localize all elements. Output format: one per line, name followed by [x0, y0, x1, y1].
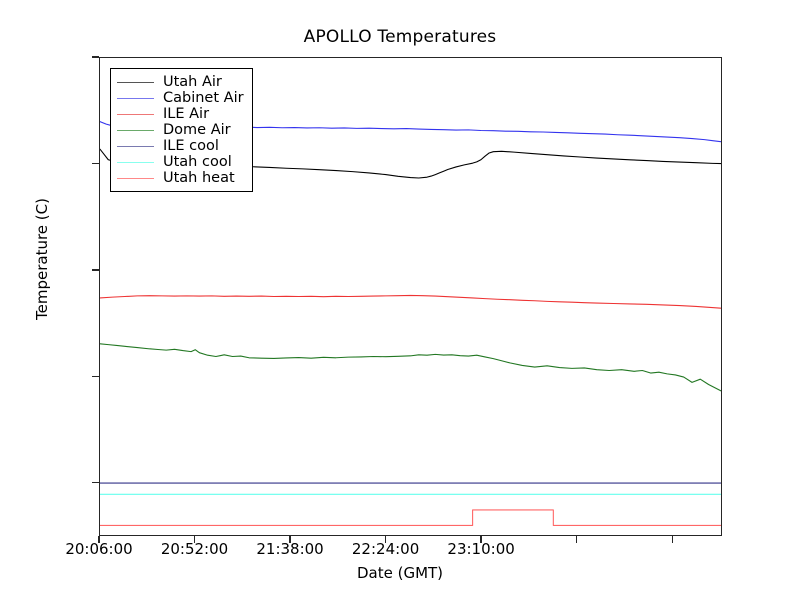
legend-color-swatch [117, 129, 154, 131]
x-tick-label: 21:38:00 [256, 540, 324, 558]
series-line [100, 510, 721, 525]
x-tick-mark [384, 536, 387, 543]
legend-item-label: Utah Air [163, 74, 222, 90]
legend-item[interactable]: Utah heat [117, 170, 244, 186]
y-tick-mark [92, 482, 99, 484]
x-tick-mark [98, 536, 100, 543]
legend-item[interactable]: ILE cool [117, 138, 244, 154]
y-tick-mark [92, 56, 99, 58]
x-axis-label: Date (GMT) [356, 564, 444, 582]
x-tick-label: 22:24:00 [351, 540, 420, 558]
series-line [100, 344, 721, 391]
chart-title: APOLLO Temperatures [303, 27, 497, 47]
y-tick-mark [92, 269, 99, 271]
x-tick-mark [193, 536, 196, 543]
legend-color-swatch [117, 145, 154, 147]
legend-item[interactable]: Cabinet Air [117, 90, 244, 106]
legend-color-swatch [117, 81, 154, 83]
y-tick-mark [92, 375, 99, 377]
x-tick-mark [480, 536, 482, 543]
x-tick-label: 20:52:00 [160, 540, 229, 558]
x-tick-mark [671, 536, 673, 543]
legend-item[interactable]: Utah cool [117, 154, 244, 170]
legend-item-label: Cabinet Air [163, 90, 244, 106]
legend-color-swatch [117, 161, 154, 163]
x-tick-label: 20:06:00 [65, 540, 133, 558]
legend-item[interactable]: ILE Air [117, 106, 244, 122]
legend-color-swatch [117, 113, 154, 115]
legend-item[interactable]: Dome Air [117, 122, 244, 138]
x-tick-label: 23:10:00 [447, 540, 515, 558]
legend-item-label: ILE Air [163, 106, 210, 122]
legend-item-label: ILE cool [163, 138, 219, 154]
legend-item[interactable]: Utah Air [117, 74, 244, 90]
legend: Utah Air Cabinet Air ILE Air Dome Air ILE co… [110, 68, 253, 192]
x-tick-mark [289, 536, 291, 543]
series-line [100, 295, 721, 308]
y-tick-mark [92, 162, 99, 165]
y-axis-label: Temperature (C) [33, 198, 51, 320]
legend-color-swatch [117, 177, 154, 179]
legend-item-label: Utah cool [163, 154, 232, 170]
legend-color-swatch [117, 97, 154, 99]
x-tick-mark [575, 536, 578, 543]
series-canvas [100, 58, 721, 535]
legend-item-label: Utah heat [163, 170, 235, 186]
legend-item-label: Dome Air [163, 122, 231, 138]
